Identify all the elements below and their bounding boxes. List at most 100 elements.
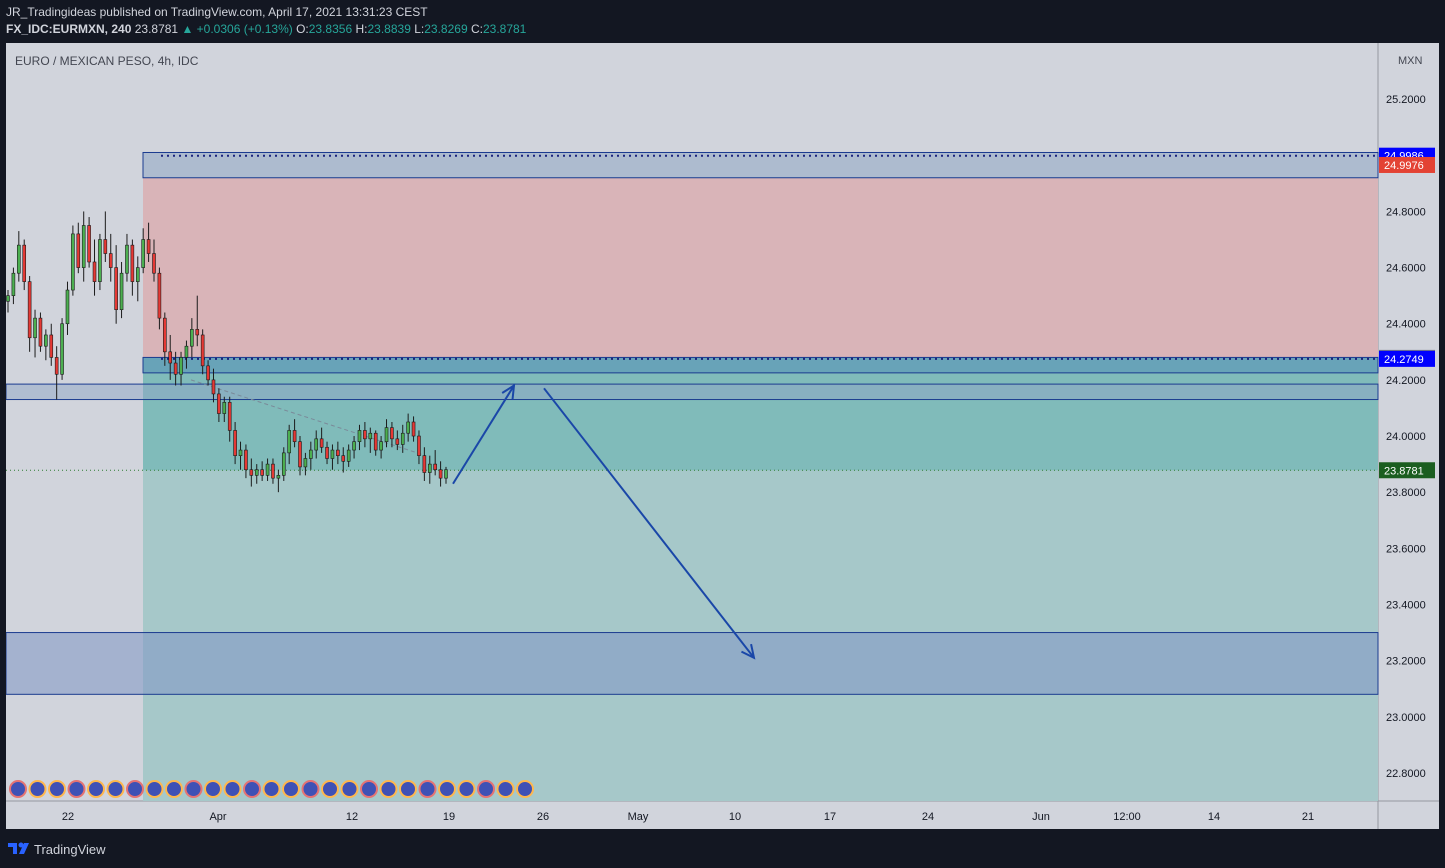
event-marker-icon [282,780,300,798]
candle-body [254,469,259,476]
chart-title: EURO / MEXICAN PESO, 4h, IDC [15,54,199,68]
candle-body [292,430,297,442]
x-tick-label: 21 [1302,811,1314,823]
demand-box [6,632,1379,695]
candle-body [309,449,313,459]
candle-body [433,463,437,471]
x-tick-label: Apr [209,811,226,823]
x-tick-label: 17 [824,811,836,823]
candle-body [417,435,421,456]
candle-body [281,452,286,476]
candle-body [406,421,410,434]
candle-body [22,244,27,282]
ohlc-bar: FX_IDC:EURMXN, 240 23.8781 ▲ +0.0306 (+0… [6,22,526,36]
x-tick-label: 12 [346,811,358,823]
candle-body [373,432,378,451]
event-marker-icon [321,780,339,798]
footer: TradingView [0,829,1445,868]
symbol-label[interactable]: FX_IDC:EURMXN, 240 [6,22,132,36]
candle-body [271,463,275,479]
price-tag-text: 23.8781 [1384,465,1424,477]
candle-body [422,455,427,473]
price-chart[interactable]: EURO / MEXICAN PESO, 4h, IDC MXN 25.2000 24… [6,43,1439,829]
time-axis-background [6,801,1439,829]
price-tag-text: 24.2749 [1384,354,1424,366]
candle-body [190,329,194,347]
candle-body [38,317,43,347]
candle-body [341,455,346,462]
event-marker-icon [87,780,105,798]
support-box [6,383,1379,401]
candle-body [49,334,54,358]
event-marker-icon [204,780,222,798]
x-tick-label: 19 [443,811,455,823]
event-marker-icon [67,780,86,798]
candle-body [108,253,113,268]
candle-body [6,295,10,302]
candle-body [287,430,291,454]
y-tick-label: 22.8000 [1386,768,1426,780]
candle-body [400,432,405,445]
candle-body [33,317,37,339]
candle-body [379,441,383,451]
x-tick-label: 26 [537,811,549,823]
candle-body [65,289,70,325]
x-tick-label: 10 [729,811,741,823]
close-label: C: [470,22,483,36]
candle-body [390,427,394,440]
candle-body [233,430,237,456]
candle-body [98,239,102,282]
candle-body [103,239,108,254]
event-marker-icon [496,780,515,798]
candle-body [249,469,254,476]
x-tick-label: May [628,811,649,823]
candle-body [11,272,16,296]
open-label: O: [296,22,309,36]
candle-body [384,427,389,442]
currency-label: MXN [1398,55,1423,67]
x-tick-label: 12:00 [1113,811,1141,823]
y-tick-label: 25.2000 [1386,94,1426,106]
candle-body [130,244,135,282]
last-price-value: 23.8781 [134,22,179,36]
candle-body [444,469,448,479]
candle-body [346,449,351,462]
candle-body [336,449,340,456]
high-label: H: [355,22,368,36]
event-marker-icon [145,780,164,798]
y-tick-label: 24.8000 [1386,206,1426,218]
tradingview-logo-icon[interactable] [8,841,30,855]
candle-body [27,281,32,339]
y-tick-label: 23.0000 [1386,712,1426,724]
candle-body [135,267,140,282]
chart-area[interactable]: EURO / MEXICAN PESO, 4h, IDC MXN 25.2000 24… [6,43,1439,829]
candle-body [179,357,183,375]
event-marker-icon [184,780,203,798]
candle-body [217,393,221,414]
candle-body [206,365,210,381]
price-tag-entry [1379,350,1435,367]
candle-body [81,225,86,268]
candle-body [319,438,324,448]
tradingview-brand[interactable]: TradingView [34,842,106,857]
candle-body [44,334,48,347]
close-value: 23.8781 [482,22,527,36]
candle-body [152,253,156,274]
candle-body [325,446,329,459]
x-tick-label: 14 [1208,811,1220,823]
resistance-box-mid [142,356,1379,374]
price-tag-stop [1379,156,1435,173]
candle-body [195,329,200,336]
y-tick-label: 23.8000 [1386,487,1426,499]
event-marker-icon [379,780,398,798]
candle-body [330,449,335,459]
candle-body [427,463,432,473]
candle-body [17,244,21,274]
candle-body [114,267,118,311]
y-tick-label: 23.4000 [1386,599,1426,611]
event-marker-icon [9,780,27,798]
event-marker-icon [243,780,261,798]
candle-body [184,345,189,358]
candle-body [314,438,319,451]
up-arrow-head [501,383,516,400]
